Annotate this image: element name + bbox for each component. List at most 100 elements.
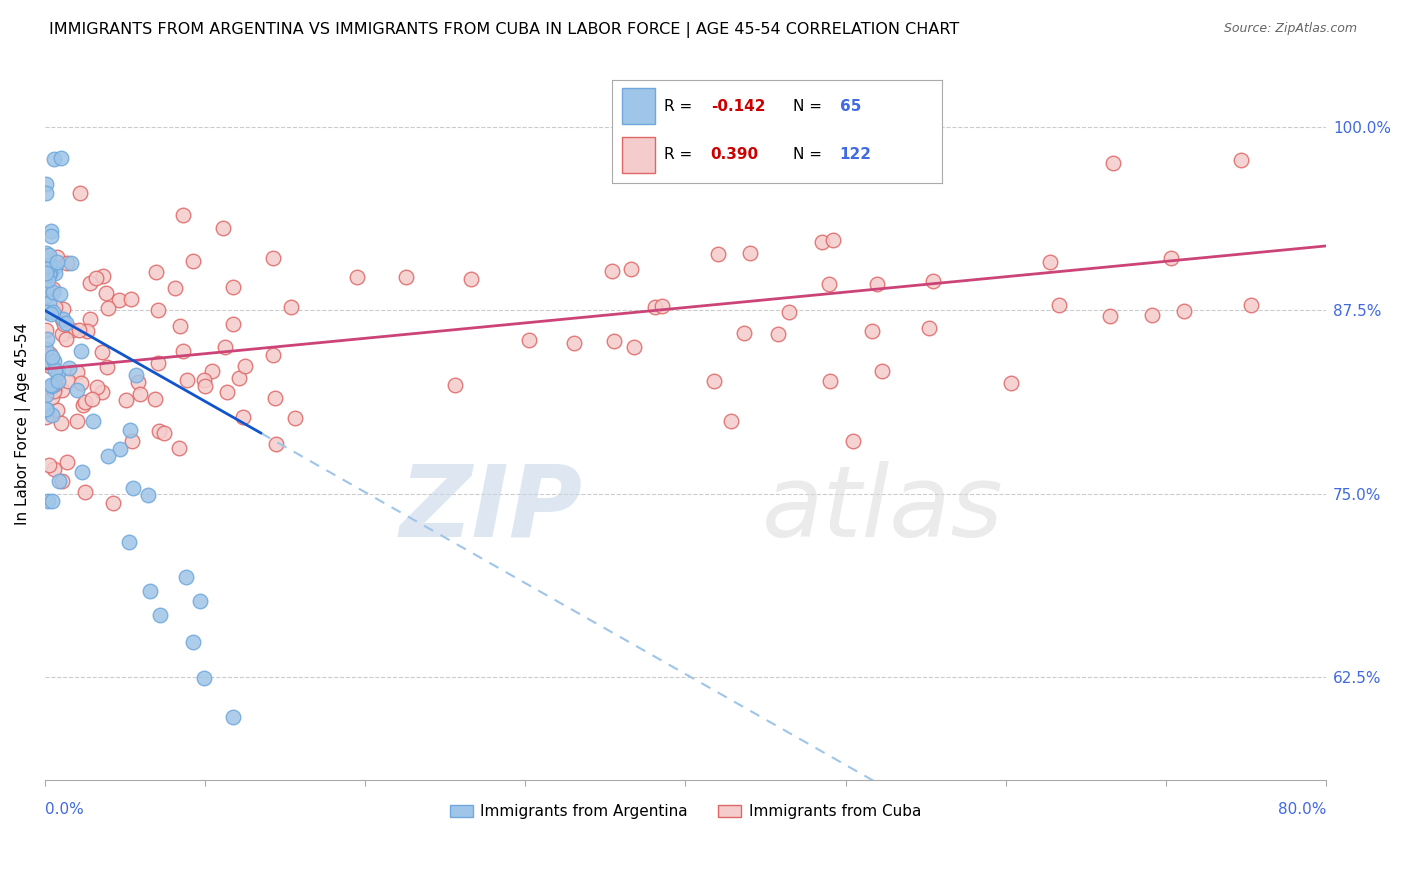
Point bbox=[176, 373, 198, 387]
Point bbox=[103, 496, 125, 510]
Point bbox=[41, 409, 63, 423]
Point bbox=[48, 474, 70, 488]
Text: 0.0%: 0.0% bbox=[45, 802, 83, 816]
Point bbox=[866, 277, 889, 291]
Point bbox=[346, 270, 368, 285]
Point bbox=[39, 224, 62, 238]
Point bbox=[149, 608, 172, 623]
Point bbox=[38, 458, 60, 472]
Point bbox=[55, 332, 77, 346]
Point bbox=[38, 258, 60, 272]
Point bbox=[194, 379, 217, 393]
Text: IMMIGRANTS FROM ARGENTINA VS IMMIGRANTS FROM CUBA IN LABOR FORCE | AGE 45-54 COR: IMMIGRANTS FROM ARGENTINA VS IMMIGRANTS … bbox=[49, 22, 959, 38]
Point bbox=[395, 270, 418, 285]
Point bbox=[120, 292, 142, 306]
Point bbox=[125, 368, 148, 383]
Point bbox=[922, 274, 945, 288]
Point bbox=[37, 403, 59, 417]
Point bbox=[165, 280, 187, 294]
Point bbox=[44, 300, 66, 314]
Text: N =: N = bbox=[793, 99, 827, 114]
Point bbox=[228, 371, 250, 385]
Point bbox=[91, 268, 114, 283]
Point bbox=[222, 709, 245, 723]
Point bbox=[602, 264, 624, 278]
Bar bbox=[621, 136, 655, 173]
Point bbox=[115, 392, 138, 407]
Point bbox=[38, 266, 60, 280]
Point bbox=[96, 359, 118, 374]
Point bbox=[97, 301, 120, 316]
Point bbox=[52, 311, 75, 326]
Point bbox=[42, 384, 65, 398]
Point bbox=[44, 363, 66, 377]
Point bbox=[72, 398, 94, 412]
Point bbox=[766, 327, 789, 342]
Point bbox=[443, 378, 465, 392]
Point bbox=[51, 383, 73, 397]
Point bbox=[82, 414, 104, 428]
Point bbox=[193, 373, 215, 387]
Point bbox=[51, 474, 73, 488]
Point bbox=[284, 411, 307, 425]
Point bbox=[35, 289, 58, 303]
Point bbox=[35, 246, 58, 260]
Point bbox=[46, 367, 69, 381]
Point bbox=[820, 374, 842, 388]
Text: Source: ZipAtlas.com: Source: ZipAtlas.com bbox=[1223, 22, 1357, 36]
Point bbox=[76, 324, 98, 338]
Point bbox=[49, 287, 72, 301]
Point bbox=[172, 344, 194, 359]
Point bbox=[44, 260, 66, 275]
Text: 80.0%: 80.0% bbox=[1278, 802, 1326, 816]
Point bbox=[703, 374, 725, 388]
Point bbox=[60, 323, 83, 337]
Point bbox=[39, 378, 62, 392]
Point bbox=[1000, 376, 1022, 390]
Point bbox=[45, 250, 67, 264]
Point bbox=[810, 235, 832, 249]
Point bbox=[870, 364, 893, 378]
Point bbox=[127, 375, 149, 389]
Point bbox=[262, 348, 284, 362]
Point bbox=[44, 376, 66, 391]
Point bbox=[1230, 153, 1253, 167]
Point bbox=[86, 379, 108, 393]
Point bbox=[46, 374, 69, 388]
Point bbox=[38, 248, 60, 262]
Point bbox=[778, 304, 800, 318]
Point bbox=[707, 247, 730, 261]
Point bbox=[49, 416, 72, 430]
Point bbox=[39, 228, 62, 243]
Point bbox=[562, 336, 585, 351]
Point bbox=[59, 256, 82, 270]
Point bbox=[738, 246, 761, 260]
Text: N =: N = bbox=[793, 147, 827, 162]
Point bbox=[49, 151, 72, 165]
Point bbox=[264, 436, 287, 450]
Point bbox=[232, 409, 254, 424]
Point bbox=[148, 424, 170, 438]
Point bbox=[42, 353, 65, 368]
Point bbox=[821, 233, 844, 247]
Point bbox=[35, 323, 58, 337]
Point bbox=[84, 270, 107, 285]
Point bbox=[35, 401, 58, 416]
Point bbox=[79, 311, 101, 326]
Point bbox=[35, 342, 58, 356]
Point bbox=[41, 350, 63, 364]
Point bbox=[66, 413, 89, 427]
Point bbox=[39, 307, 62, 321]
Point bbox=[35, 388, 58, 402]
Point bbox=[41, 390, 63, 404]
Point bbox=[58, 361, 80, 376]
Point bbox=[41, 379, 63, 393]
Text: atlas: atlas bbox=[762, 461, 1004, 558]
Point bbox=[80, 392, 103, 407]
Point bbox=[1047, 298, 1070, 312]
Point bbox=[69, 376, 91, 391]
Point bbox=[38, 296, 60, 310]
Legend: Immigrants from Argentina, Immigrants from Cuba: Immigrants from Argentina, Immigrants fr… bbox=[443, 798, 928, 825]
Point bbox=[46, 255, 69, 269]
Point bbox=[153, 425, 176, 440]
